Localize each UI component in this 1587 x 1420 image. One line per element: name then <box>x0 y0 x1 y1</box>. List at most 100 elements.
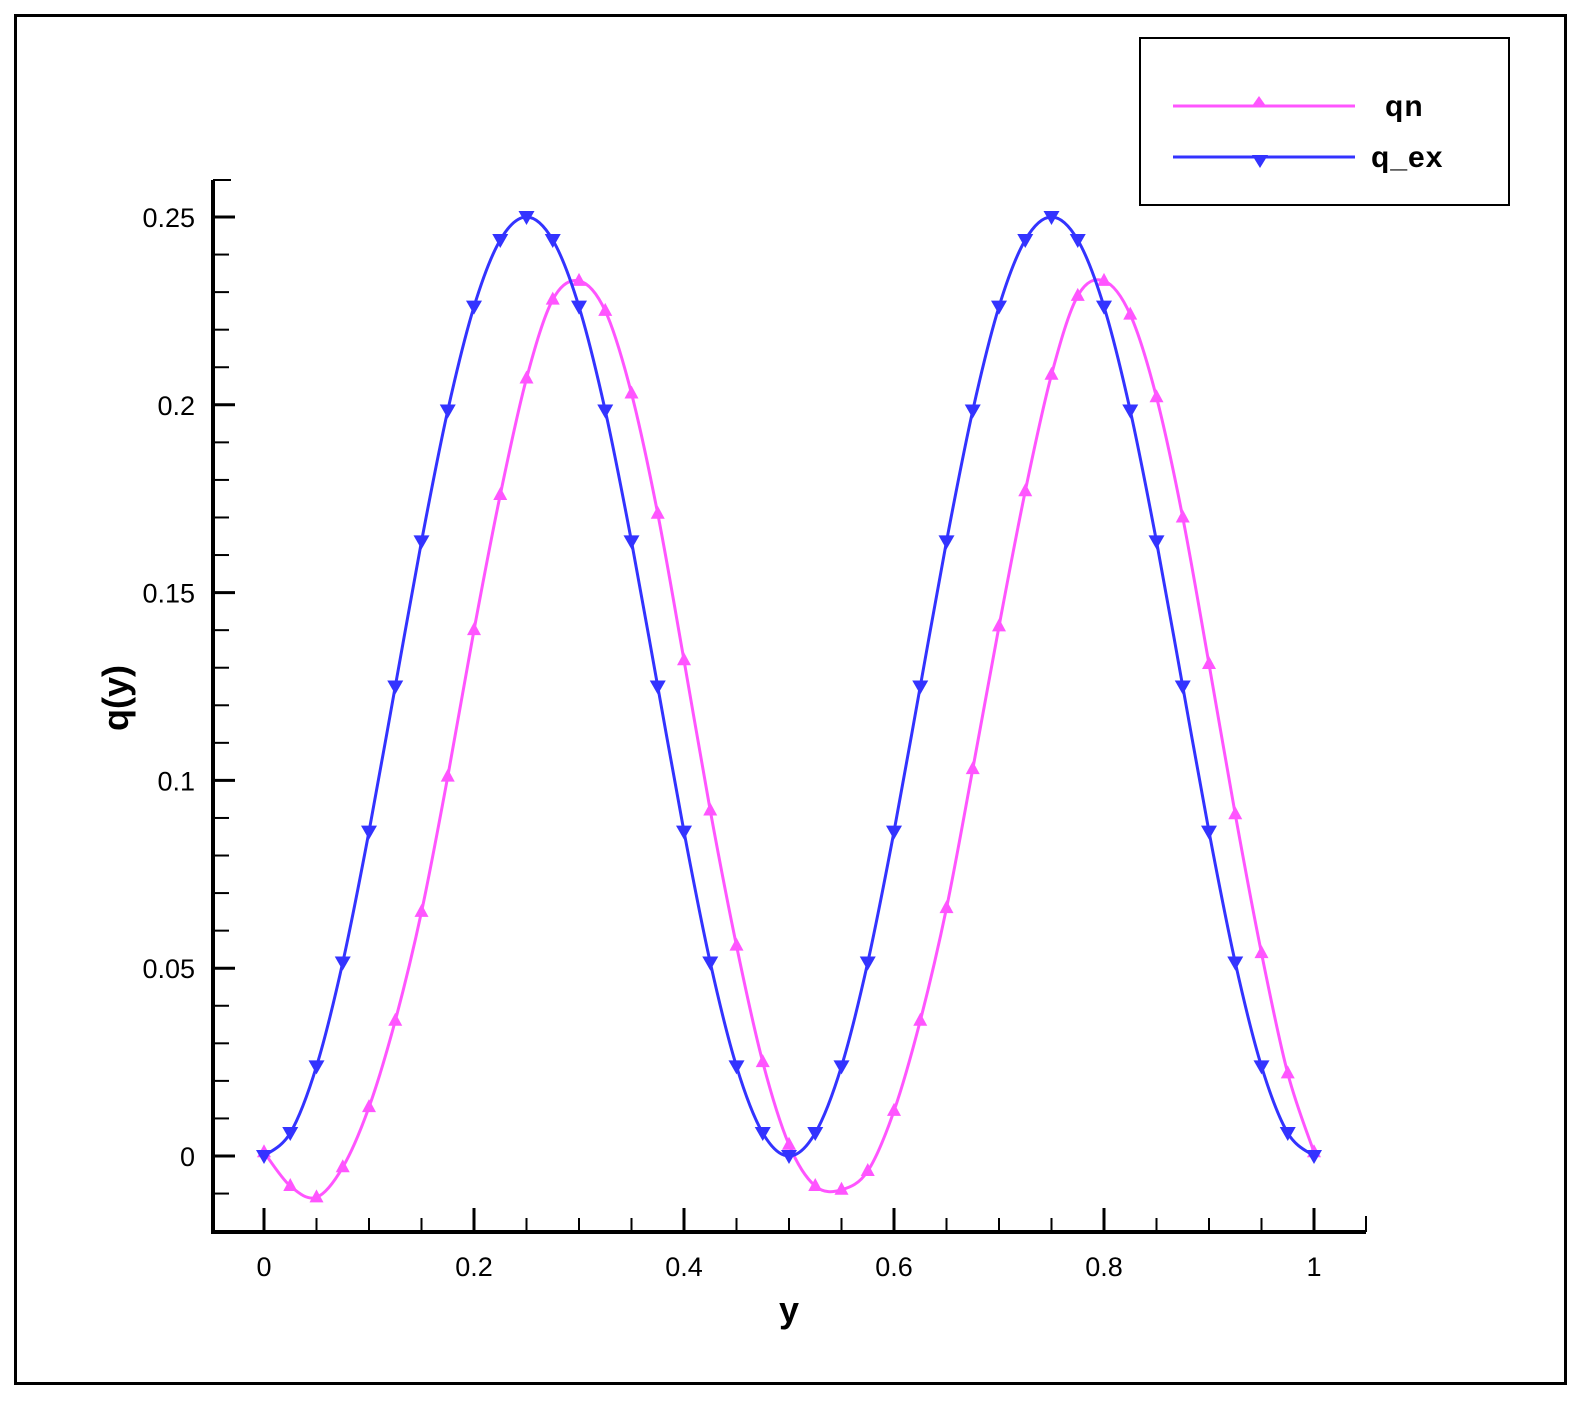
triangle-up-marker-icon <box>309 1189 324 1203</box>
triangle-down-marker-icon <box>1148 535 1165 550</box>
triangle-up-marker-icon <box>1044 366 1059 380</box>
x-axis-title: y <box>779 1289 799 1330</box>
triangle-up-marker-icon <box>545 291 560 305</box>
triangle-down-marker-icon <box>544 233 561 248</box>
triangle-up-marker-icon <box>598 302 613 316</box>
triangle-down-marker-icon <box>387 680 404 695</box>
triangle-up-marker-icon <box>887 1102 901 1116</box>
triangle-down-marker-icon <box>807 1127 824 1142</box>
triangle-down-marker-icon <box>413 535 430 550</box>
triangle-up-marker-icon <box>1149 389 1164 403</box>
x-tick-label: 0.8 <box>1085 1252 1123 1282</box>
triangle-up-marker-icon <box>860 1163 875 1177</box>
series-line <box>262 278 1316 1200</box>
triangle-down-marker-icon <box>649 680 666 695</box>
triangle-down-marker-icon <box>1201 825 1217 840</box>
triangle-down-marker-icon <box>886 825 902 840</box>
triangle-down-marker-icon <box>361 825 377 840</box>
triangle-up-marker-icon <box>624 385 639 399</box>
legend-label-qn: qn <box>1385 90 1424 123</box>
triangle-up-marker-icon <box>729 937 744 951</box>
x-tick-label: 0 <box>256 1252 271 1282</box>
triangle-down-marker-icon <box>781 1150 797 1164</box>
triangle-down-marker-icon <box>1306 1150 1322 1164</box>
triangle-down-marker-icon <box>439 404 456 419</box>
triangle-down-marker-icon <box>1043 211 1060 225</box>
triangle-up-marker-icon <box>1123 306 1138 320</box>
x-tick-label: 0.6 <box>875 1252 913 1282</box>
triangle-down-icon <box>1252 155 1268 168</box>
legend-item-qn: qn <box>1173 90 1424 123</box>
triangle-up-marker-icon <box>939 900 954 914</box>
triangle-up-marker-icon <box>992 618 1006 632</box>
triangle-down-marker-icon <box>1096 300 1112 315</box>
triangle-down-marker-icon <box>282 1127 299 1142</box>
triangle-up-marker-icon <box>440 768 455 782</box>
triangle-up-marker-icon <box>703 802 718 816</box>
triangle-up-marker-icon <box>650 505 665 519</box>
y-tick-label: 0 <box>180 1142 195 1172</box>
triangle-down-marker-icon <box>1174 680 1191 695</box>
triangle-up-marker-icon <box>1254 945 1269 959</box>
triangle-up-marker-icon <box>755 1054 770 1068</box>
triangle-up-marker-icon <box>1280 1065 1295 1079</box>
triangle-down-marker-icon <box>1069 233 1086 248</box>
y-tick-label: 0.2 <box>157 391 195 421</box>
x-tick-label: 0.2 <box>455 1252 493 1282</box>
triangle-up-marker-icon <box>493 486 508 500</box>
triangle-down-marker-icon <box>334 956 351 971</box>
triangle-down-marker-icon <box>964 404 981 419</box>
triangle-down-marker-icon <box>518 211 535 225</box>
triangle-down-marker-icon <box>702 956 719 971</box>
triangle-down-marker-icon <box>1122 404 1139 419</box>
triangle-up-marker-icon <box>335 1159 350 1173</box>
triangle-up-marker-icon <box>1202 655 1216 669</box>
triangle-down-marker-icon <box>1279 1127 1296 1142</box>
series-line <box>263 215 1315 1158</box>
triangle-down-marker-icon <box>492 233 509 248</box>
triangle-up-marker-icon <box>283 1178 298 1192</box>
triangle-up-marker-icon <box>834 1181 849 1195</box>
triangle-up-marker-icon <box>1175 509 1190 523</box>
axis-labels: y q(y) <box>95 665 799 1330</box>
series-layer <box>256 211 1322 1203</box>
triangle-up-icon <box>1252 96 1266 106</box>
triangle-up-marker-icon <box>1018 483 1033 497</box>
triangle-down-marker-icon <box>912 680 929 695</box>
y-tick-label: 0.15 <box>142 579 195 609</box>
triangle-down-marker-icon <box>833 1060 850 1075</box>
triangle-down-marker-icon <box>466 300 482 315</box>
triangle-down-marker-icon <box>676 825 692 840</box>
triangle-down-marker-icon <box>1017 233 1034 248</box>
triangle-down-marker-icon <box>938 535 955 550</box>
triangle-up-marker-icon <box>362 1099 376 1113</box>
legend-label-q-ex: q_ex <box>1371 141 1443 174</box>
triangle-down-marker-icon <box>991 300 1007 315</box>
triangle-down-marker-icon <box>754 1127 771 1142</box>
legend-box <box>1139 37 1510 206</box>
axes: 0 0.05 0.1 0.15 0.2 0.25 0 0.2 0.4 0.6 0.8 1 <box>142 179 1367 1282</box>
y-tick-label: 0.25 <box>142 203 195 233</box>
triangle-up-marker-icon <box>913 1012 928 1026</box>
triangle-up-marker-icon <box>519 370 534 384</box>
y-axis-title: q(y) <box>95 665 136 731</box>
legend: qn q_ex <box>1139 37 1510 206</box>
triangle-down-marker-icon <box>728 1060 745 1075</box>
triangle-down-marker-icon <box>623 535 640 550</box>
triangle-down-marker-icon <box>256 1150 272 1164</box>
triangle-up-marker-icon <box>572 272 586 286</box>
series-q-ex <box>256 211 1322 1164</box>
figure-frame <box>14 14 1567 1385</box>
triangle-up-marker-icon <box>1228 806 1243 820</box>
triangle-down-marker-icon <box>571 300 587 315</box>
triangle-up-marker-icon <box>467 622 481 636</box>
triangle-up-marker-icon <box>808 1178 823 1192</box>
triangle-down-marker-icon <box>597 404 614 419</box>
triangle-down-marker-icon <box>1227 956 1244 971</box>
triangle-up-marker-icon <box>388 1012 403 1026</box>
x-tick-label: 1 <box>1306 1252 1321 1282</box>
y-tick-label: 0.05 <box>142 954 195 984</box>
legend-item-q-ex: q_ex <box>1173 141 1443 174</box>
triangle-up-marker-icon <box>414 903 429 917</box>
triangle-up-marker-icon <box>1097 272 1111 286</box>
